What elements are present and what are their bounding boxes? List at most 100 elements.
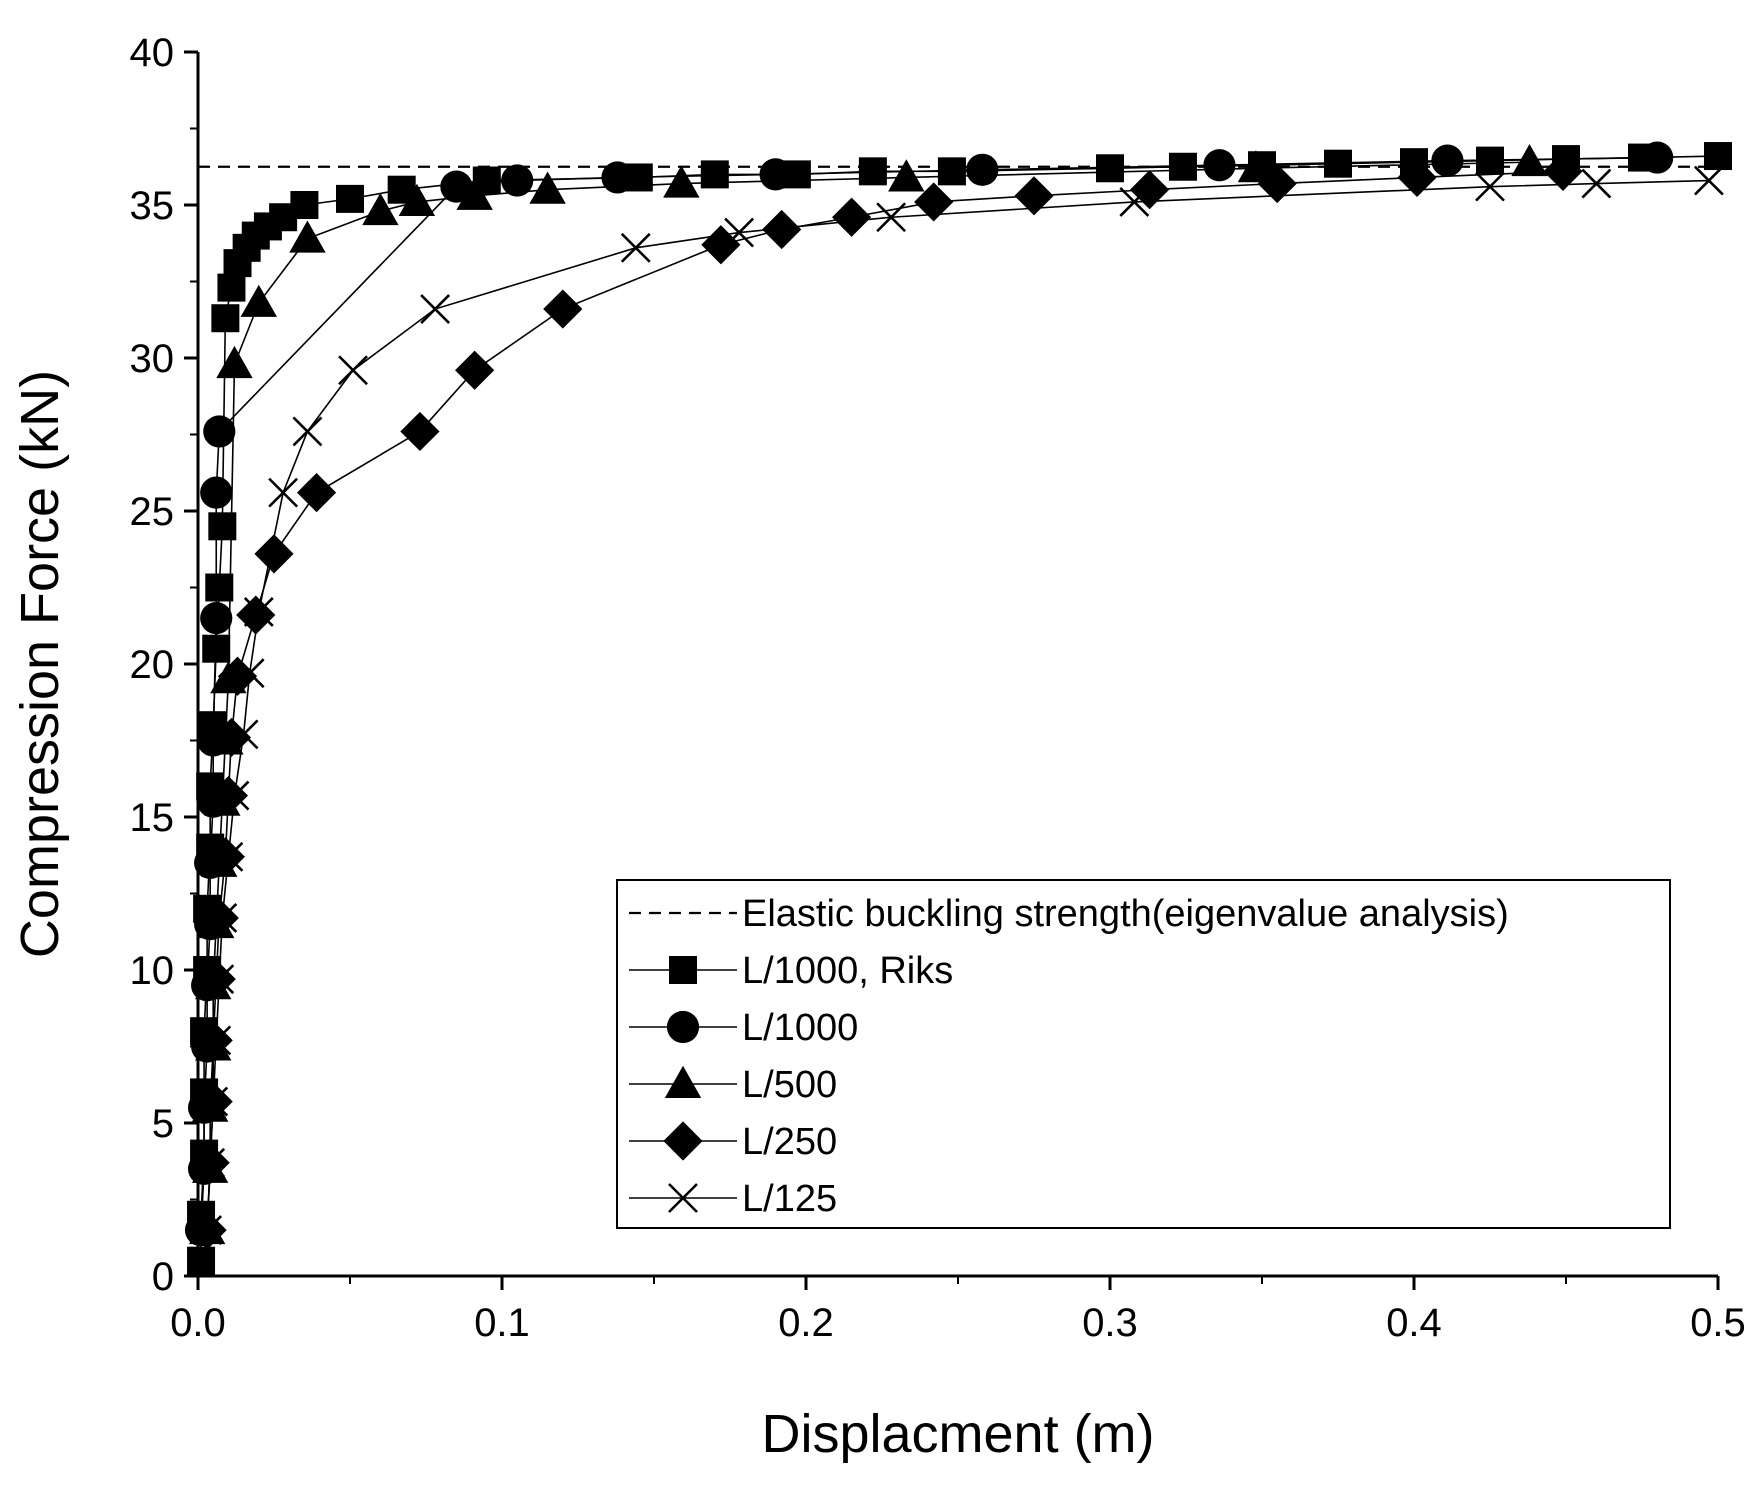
y-tick-label: 15 xyxy=(130,796,175,840)
x-axis-title: Displacment (m) xyxy=(761,1404,1154,1464)
data-point xyxy=(193,1020,233,1060)
data-point xyxy=(966,153,999,186)
data-point xyxy=(243,597,274,627)
data-point xyxy=(529,171,566,204)
data-point xyxy=(292,416,323,447)
data-point xyxy=(205,573,234,602)
data-point xyxy=(219,780,250,811)
legend-item: L/1000, Riks xyxy=(629,950,953,992)
legend-item: L/500 xyxy=(629,1064,837,1106)
data-point xyxy=(199,898,239,938)
data-point xyxy=(888,159,925,192)
x-tick-label: 0.0 xyxy=(170,1301,226,1345)
legend-swatch-marker xyxy=(664,1065,702,1098)
data-point xyxy=(187,1246,216,1275)
data-point xyxy=(203,415,236,448)
y-tick-label: 30 xyxy=(130,337,175,381)
data-point xyxy=(234,658,265,689)
data-point xyxy=(211,304,240,333)
x-tick-label: 0.1 xyxy=(474,1301,530,1345)
legend-item: L/1000 xyxy=(629,1007,858,1049)
legend-label: L/1000, Riks xyxy=(742,950,953,992)
data-point xyxy=(914,182,954,222)
data-point xyxy=(1511,143,1548,177)
y-tick-label: 5 xyxy=(152,1102,174,1146)
y-tick-label: 20 xyxy=(130,643,175,687)
data-point xyxy=(455,350,495,390)
legend-label: L/250 xyxy=(742,1121,837,1163)
series-line xyxy=(206,179,1709,1231)
data-point xyxy=(336,184,364,213)
legend-label: L/125 xyxy=(742,1178,837,1220)
legend-label: L/500 xyxy=(742,1064,837,1106)
data-point xyxy=(663,165,700,198)
x-tick-label: 0.5 xyxy=(1690,1301,1746,1345)
data-point xyxy=(204,964,235,995)
data-point xyxy=(200,476,233,509)
legend-label: L/1000 xyxy=(742,1007,858,1049)
data-point xyxy=(832,197,872,237)
data-point xyxy=(398,183,436,216)
data-point xyxy=(338,355,368,386)
data-point xyxy=(254,534,294,574)
legend-item: L/125 xyxy=(629,1178,837,1220)
data-point xyxy=(456,177,493,210)
data-point xyxy=(1543,151,1583,191)
data-point xyxy=(198,1086,229,1117)
data-point xyxy=(1203,149,1236,182)
data-point xyxy=(196,959,236,999)
data-point xyxy=(289,220,326,253)
data-point xyxy=(759,158,792,191)
legend-item: L/250 xyxy=(629,1121,837,1163)
data-point xyxy=(228,719,259,750)
data-point xyxy=(400,411,440,452)
data-point xyxy=(1397,157,1437,198)
data-point xyxy=(213,841,244,872)
data-point xyxy=(1129,170,1170,210)
data-point xyxy=(1704,142,1732,171)
data-point xyxy=(1431,144,1464,177)
y-tick-label: 10 xyxy=(130,949,175,993)
data-point xyxy=(1475,171,1505,202)
data-point xyxy=(1641,141,1674,174)
data-point xyxy=(201,1025,232,1056)
x-tick-label: 0.2 xyxy=(778,1301,834,1345)
data-point xyxy=(362,192,399,226)
y-tick-label: 40 xyxy=(130,31,175,75)
data-point xyxy=(296,473,337,513)
data-point xyxy=(620,232,651,263)
data-point xyxy=(1119,187,1150,217)
data-point xyxy=(701,225,741,265)
x-tick-label: 0.3 xyxy=(1082,1301,1138,1345)
data-point xyxy=(240,284,277,317)
data-point xyxy=(601,161,634,194)
legend: Elastic buckling strength(eigenvalue ana… xyxy=(616,879,1671,1229)
data-point xyxy=(205,837,245,877)
x-tick-label: 0.4 xyxy=(1386,1301,1442,1345)
data-point xyxy=(724,217,755,248)
data-point xyxy=(217,656,258,696)
y-tick-label: 35 xyxy=(130,184,175,228)
data-point xyxy=(543,289,583,329)
legend-swatch-marker xyxy=(669,956,697,984)
data-point xyxy=(1693,165,1724,196)
data-point xyxy=(1257,163,1297,204)
data-point xyxy=(876,202,907,233)
data-point xyxy=(217,273,246,302)
legend-box xyxy=(616,879,1671,1229)
y-tick-label: 0 xyxy=(152,1255,174,1299)
data-point xyxy=(762,209,802,250)
legend-swatch-marker xyxy=(666,1010,700,1044)
data-point xyxy=(700,160,729,189)
y-axis-title: Compression Force (kN) xyxy=(10,370,70,958)
series-4 xyxy=(192,165,1724,1246)
legend-label: Elastic buckling strength(eigenvalue ana… xyxy=(742,893,1509,935)
data-point xyxy=(208,775,248,816)
data-point xyxy=(207,903,238,933)
axes-layer: 0 5 10 15 20 25 30 35 40 0.0 0.1 0.2 0.3 0.4 0.5 xyxy=(130,31,1746,1345)
data-point xyxy=(1237,150,1275,183)
data-point xyxy=(195,1147,226,1178)
data-point xyxy=(501,164,534,197)
data-point xyxy=(1014,176,1054,216)
